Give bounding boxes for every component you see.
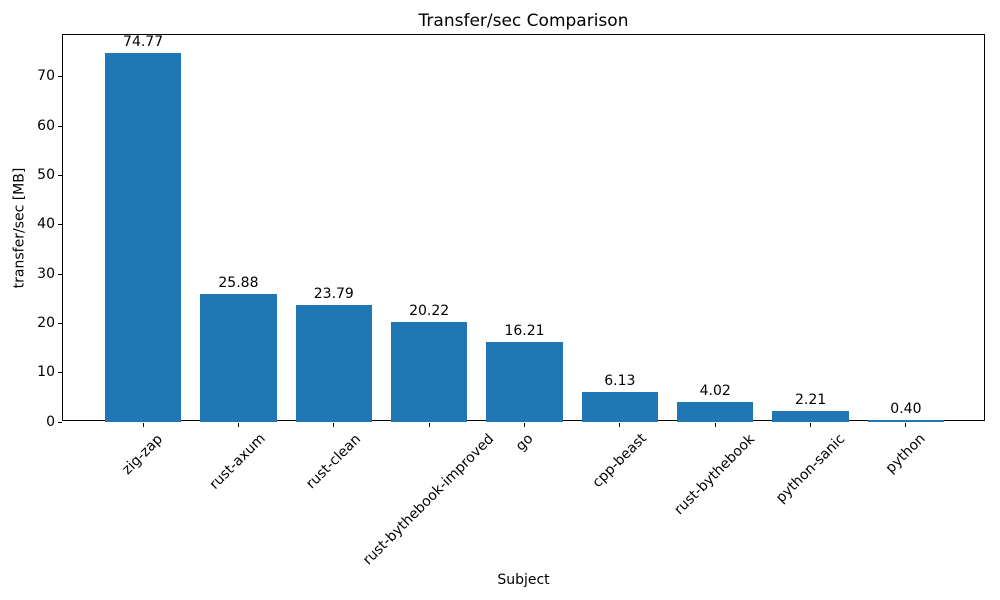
x-tick	[714, 423, 716, 427]
bar-value-label: 2.21	[794, 392, 827, 409]
x-tick-label: rust-axum	[207, 431, 270, 494]
x-tick-label: python-sanic	[772, 430, 848, 507]
x-tick	[619, 423, 621, 427]
y-tick-label: 40	[37, 216, 55, 233]
y-tick-label: 70	[37, 68, 55, 85]
x-tick-label: zig-zap	[119, 430, 167, 478]
bar	[581, 391, 658, 422]
bar	[200, 294, 277, 422]
y-tick-label: 0	[46, 413, 55, 430]
y-tick	[58, 421, 62, 423]
y-tick-label: 60	[37, 117, 55, 134]
bar-value-label: 6.13	[604, 372, 636, 389]
y-tick	[58, 125, 62, 127]
chart-title: Transfer/sec Comparison	[418, 11, 629, 31]
bar-value-label: 16.21	[504, 323, 545, 340]
y-tick-label: 20	[37, 314, 55, 331]
bar-value-label: 4.02	[699, 383, 731, 400]
y-tick	[58, 175, 62, 176]
bar-value-label: 20.22	[409, 303, 450, 320]
x-tick-label: rust-bythebook-improved	[360, 430, 498, 569]
y-tick-label: 30	[37, 265, 55, 282]
x-tick	[333, 423, 335, 427]
bar	[295, 304, 372, 422]
x-tick-label: rust-clean	[302, 430, 364, 492]
bar-value-label: 25.88	[218, 275, 259, 292]
bar-value-label: 23.79	[313, 285, 354, 302]
bar	[772, 411, 849, 422]
plot-area: 0 10 20 30 40 50 60 70 74.77 zig-zap 25.88 rust-axu…	[37, 34, 985, 568]
x-tick	[524, 423, 525, 427]
bar	[391, 322, 468, 422]
x-tick	[142, 423, 144, 427]
x-tick	[428, 423, 430, 427]
y-tick-label: 10	[37, 364, 55, 381]
bar	[867, 420, 945, 422]
x-tick	[905, 423, 907, 427]
x-tick-label: rust-bythebook	[671, 431, 759, 518]
y-tick	[58, 224, 62, 226]
x-tick	[237, 423, 239, 427]
bar	[104, 53, 182, 422]
x-tick-label: python	[882, 430, 929, 477]
y-tick	[58, 322, 62, 324]
y-tick-label: 50	[37, 167, 55, 183]
y-tick	[58, 76, 62, 78]
y-tick	[58, 372, 62, 374]
x-tick-label: go	[512, 430, 536, 455]
bar-value-label: 0.40	[890, 401, 922, 418]
bar-value-label: 74.77	[123, 34, 164, 51]
x-tick-label: cpp-beast	[589, 430, 650, 492]
bar	[677, 402, 754, 422]
x-axis-label: Subject	[497, 572, 550, 588]
x-tick	[810, 423, 812, 427]
bar	[486, 342, 563, 422]
y-tick	[58, 273, 62, 275]
